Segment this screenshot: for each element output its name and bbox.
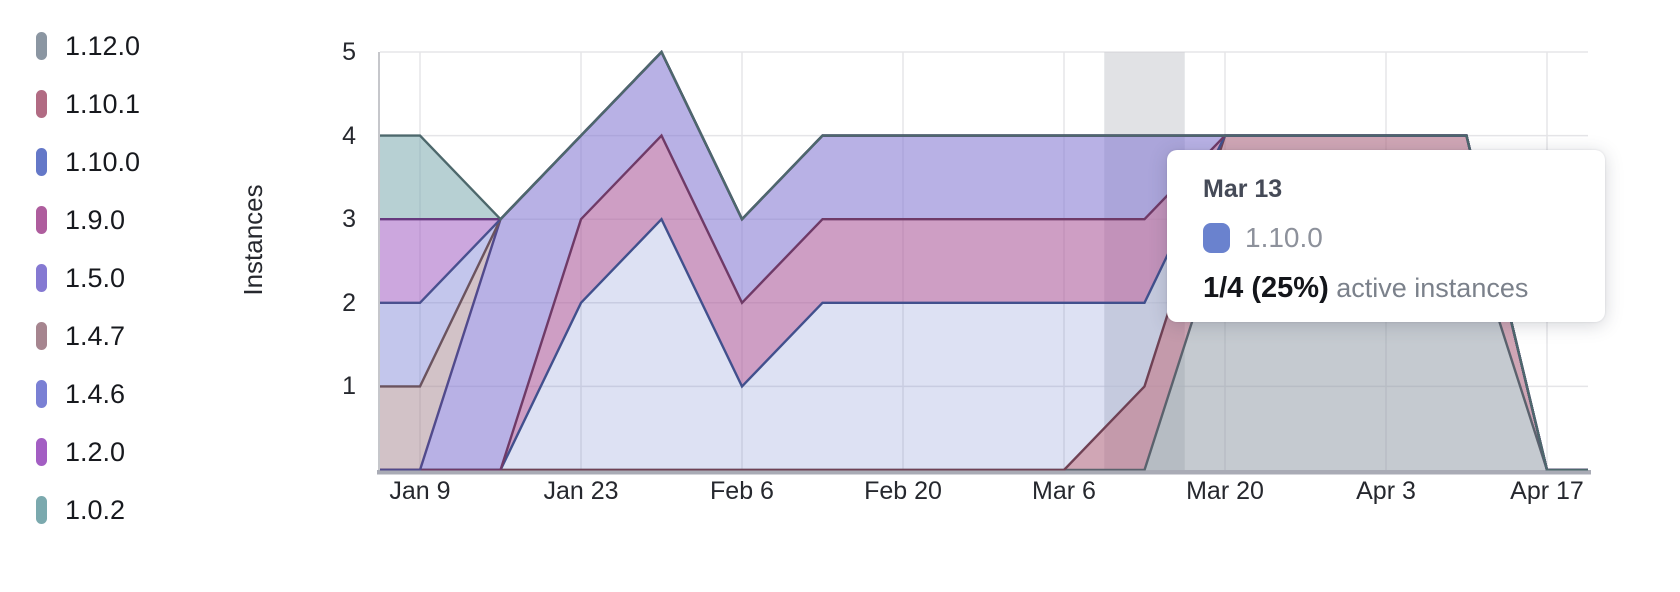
legend-swatch-icon — [36, 496, 47, 524]
x-tick-label: Apr 3 — [1356, 477, 1416, 505]
y-tick-label: 5 — [342, 38, 356, 66]
tooltip-stat-value: 1/4 (25%) — [1203, 271, 1329, 304]
tooltip-series-name: 1.10.0 — [1245, 221, 1323, 253]
legend-swatch-icon — [36, 380, 47, 408]
y-tick-label: 4 — [342, 121, 356, 150]
legend-item-1.5.0[interactable]: 1.5.0 — [36, 249, 140, 307]
legend-swatch-icon — [36, 90, 47, 118]
legend-item-1.2.0[interactable]: 1.2.0 — [36, 423, 140, 481]
tooltip-series-swatch-icon — [1203, 222, 1230, 253]
legend-item-1.10.1[interactable]: 1.10.1 — [36, 75, 140, 133]
tooltip-date: Mar 13 — [1203, 175, 1283, 203]
tooltip-series-row: 1.10.0 — [1203, 221, 1577, 253]
legend-item-label: 1.10.1 — [65, 88, 141, 119]
legend-swatch-icon — [36, 264, 47, 292]
legend-item-1.4.6[interactable]: 1.4.6 — [36, 365, 140, 423]
x-tick-label: Mar 6 — [1032, 477, 1096, 505]
legend-item-1.9.0[interactable]: 1.9.0 — [36, 191, 140, 249]
legend-item-label: 1.5.0 — [65, 262, 126, 293]
x-tick-label: Jan 23 — [543, 477, 619, 505]
legend-item-label: 1.4.6 — [65, 378, 126, 409]
series-area-1.5.0[interactable] — [340, 52, 1628, 470]
x-tick-label: Mar 20 — [1186, 477, 1264, 505]
legend-item-label: 1.2.0 — [65, 436, 126, 467]
chart-tooltip: Mar 13 1.10.0 1/4 (25%) active instances — [1167, 150, 1605, 322]
x-tick-label: Feb 20 — [864, 477, 942, 505]
legend-swatch-icon — [36, 438, 47, 466]
legend-item-label: 1.10.0 — [65, 146, 141, 177]
y-tick-label: 2 — [342, 288, 356, 317]
tooltip-stat-label: active instances — [1336, 272, 1529, 303]
x-tick-label: Apr 17 — [1510, 477, 1584, 505]
legend-item-label: 1.0.2 — [65, 494, 126, 525]
legend-item-label: 1.4.7 — [65, 320, 126, 351]
series-line-1.0.2 — [380, 50, 1588, 471]
legend-item-1.10.0[interactable]: 1.10.0 — [36, 133, 140, 191]
legend-item-1.0.2[interactable]: 1.0.2 — [36, 481, 140, 539]
legend-swatch-icon — [36, 322, 47, 350]
legend-item-1.12.0[interactable]: 1.12.0 — [36, 17, 140, 75]
legend-swatch-icon — [36, 206, 47, 234]
legend-item-label: 1.12.0 — [65, 30, 141, 61]
version-legend: 1.12.0 1.10.1 1.10.0 1.9.0 1.5.0 1.4.7 1.4.6 1.… — [36, 17, 140, 539]
x-tick-label: Feb 6 — [710, 477, 774, 505]
y-tick-label: 1 — [342, 372, 356, 401]
legend-swatch-icon — [36, 148, 47, 176]
y-axis-title: Instances — [238, 184, 268, 296]
y-tick-label: 3 — [342, 205, 356, 234]
x-tick-label: Jan 9 — [389, 477, 451, 505]
legend-item-label: 1.9.0 — [65, 204, 126, 235]
legend-item-1.4.7[interactable]: 1.4.7 — [36, 307, 140, 365]
legend-swatch-icon — [36, 32, 47, 60]
tooltip-stat: 1/4 (25%) active instances — [1203, 272, 1577, 305]
